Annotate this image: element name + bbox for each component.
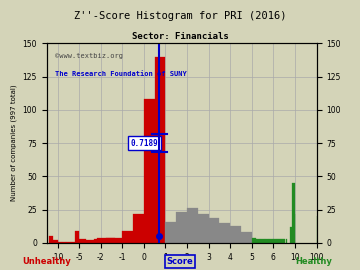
Y-axis label: Number of companies (997 total): Number of companies (997 total) bbox=[10, 85, 17, 201]
Bar bbox=[289, 227, 292, 243]
Bar bbox=[260, 239, 265, 243]
Bar bbox=[176, 212, 187, 243]
Bar bbox=[274, 239, 275, 243]
Text: The Research Foundation of SUNY: The Research Foundation of SUNY bbox=[55, 71, 186, 77]
Bar bbox=[75, 231, 79, 243]
Bar bbox=[273, 239, 274, 243]
Bar bbox=[58, 242, 62, 243]
Bar bbox=[292, 183, 295, 243]
Bar bbox=[282, 239, 283, 243]
Bar bbox=[144, 99, 155, 243]
Bar bbox=[280, 239, 281, 243]
Bar bbox=[220, 223, 230, 243]
Bar bbox=[279, 239, 280, 243]
Bar bbox=[284, 239, 285, 243]
Bar bbox=[97, 238, 115, 243]
Bar bbox=[281, 239, 282, 243]
Text: Unhealthy: Unhealthy bbox=[22, 257, 71, 266]
Bar bbox=[252, 238, 256, 243]
Bar bbox=[71, 242, 75, 243]
Bar bbox=[166, 222, 176, 243]
Text: Healthy: Healthy bbox=[295, 257, 332, 266]
Bar bbox=[286, 239, 287, 243]
Bar bbox=[265, 239, 269, 243]
Bar bbox=[276, 239, 278, 243]
Bar bbox=[256, 239, 260, 243]
Bar bbox=[187, 208, 198, 243]
Bar bbox=[106, 238, 128, 243]
Bar bbox=[283, 239, 284, 243]
Text: Z''-Score Histogram for PRI (2016): Z''-Score Histogram for PRI (2016) bbox=[74, 11, 286, 21]
Text: Score: Score bbox=[167, 257, 193, 266]
Text: ©www.textbiz.org: ©www.textbiz.org bbox=[55, 53, 123, 59]
Bar bbox=[53, 240, 58, 243]
Bar bbox=[241, 232, 252, 243]
Text: Sector: Financials: Sector: Financials bbox=[132, 32, 228, 41]
Bar bbox=[49, 236, 53, 243]
Bar bbox=[133, 214, 144, 243]
Bar bbox=[278, 239, 279, 243]
Bar bbox=[230, 226, 241, 243]
Text: 0.7189: 0.7189 bbox=[131, 139, 158, 148]
Bar bbox=[62, 242, 66, 243]
Bar bbox=[209, 218, 220, 243]
Bar bbox=[269, 239, 273, 243]
Bar bbox=[155, 56, 166, 243]
Bar bbox=[79, 239, 86, 243]
Bar bbox=[94, 239, 101, 243]
Bar bbox=[86, 240, 94, 243]
Bar bbox=[66, 242, 71, 243]
Bar bbox=[275, 239, 276, 243]
Bar bbox=[198, 214, 209, 243]
Bar bbox=[122, 231, 133, 243]
